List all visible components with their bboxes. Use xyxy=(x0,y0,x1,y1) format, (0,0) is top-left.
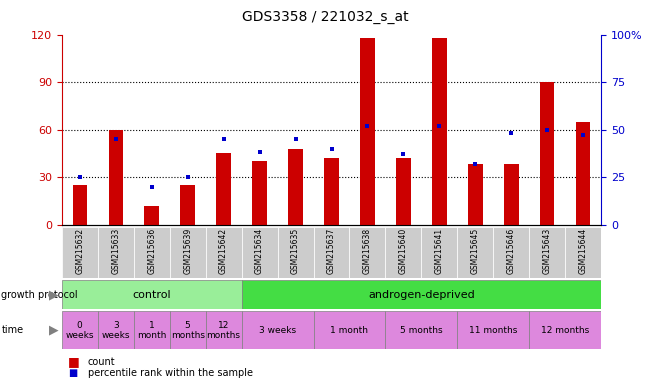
Bar xyxy=(205,227,242,278)
Point xyxy=(111,136,121,142)
Bar xyxy=(313,227,350,278)
Bar xyxy=(396,158,411,225)
Bar xyxy=(144,206,159,225)
Text: ■: ■ xyxy=(68,355,80,368)
Text: 3
weeks: 3 weeks xyxy=(101,321,130,340)
Point xyxy=(326,146,337,152)
Bar xyxy=(504,164,519,225)
Text: GSM215645: GSM215645 xyxy=(471,228,480,274)
Bar xyxy=(566,227,601,278)
Text: 3 weeks: 3 weeks xyxy=(259,326,296,335)
Bar xyxy=(109,130,123,225)
Text: control: control xyxy=(133,290,171,300)
Bar xyxy=(468,164,482,225)
Text: GSM215639: GSM215639 xyxy=(183,228,192,274)
Text: GSM215637: GSM215637 xyxy=(327,228,336,274)
Bar xyxy=(529,227,566,278)
Text: ■: ■ xyxy=(68,368,77,378)
Bar xyxy=(62,280,242,309)
Text: GSM215641: GSM215641 xyxy=(435,228,444,274)
Text: 11 months: 11 months xyxy=(469,326,517,335)
Point xyxy=(398,151,409,157)
Text: ▶: ▶ xyxy=(49,288,58,301)
Text: GSM215638: GSM215638 xyxy=(363,228,372,274)
Point xyxy=(218,136,229,142)
Bar xyxy=(576,122,590,225)
Text: 12 months: 12 months xyxy=(541,326,590,335)
Bar xyxy=(385,311,458,349)
Point xyxy=(146,184,157,190)
Point xyxy=(506,130,517,136)
Text: 5
months: 5 months xyxy=(171,321,205,340)
Text: GSM215635: GSM215635 xyxy=(291,228,300,274)
Point xyxy=(362,123,372,129)
Text: GSM215642: GSM215642 xyxy=(219,228,228,274)
Bar xyxy=(134,227,170,278)
Bar xyxy=(458,311,529,349)
Point xyxy=(254,149,265,156)
Point xyxy=(434,123,445,129)
Bar xyxy=(170,227,205,278)
Bar xyxy=(421,227,458,278)
Bar xyxy=(252,161,266,225)
Text: GSM215633: GSM215633 xyxy=(111,228,120,274)
Text: GSM215644: GSM215644 xyxy=(578,228,588,274)
Bar xyxy=(62,227,98,278)
Bar xyxy=(98,311,134,349)
Bar xyxy=(360,38,374,225)
Point xyxy=(183,174,193,180)
Bar xyxy=(216,153,231,225)
Text: 1
month: 1 month xyxy=(137,321,166,340)
Text: 0
weeks: 0 weeks xyxy=(66,321,94,340)
Text: 1 month: 1 month xyxy=(330,326,369,335)
Text: 5 months: 5 months xyxy=(400,326,443,335)
Text: GSM215636: GSM215636 xyxy=(147,228,156,274)
Text: GSM215632: GSM215632 xyxy=(75,228,84,274)
Point xyxy=(470,161,480,167)
Text: GSM215640: GSM215640 xyxy=(399,228,408,274)
Bar xyxy=(540,82,554,225)
Text: percentile rank within the sample: percentile rank within the sample xyxy=(88,368,253,378)
Bar xyxy=(181,185,195,225)
Bar xyxy=(313,311,385,349)
Text: GSM215646: GSM215646 xyxy=(507,228,516,274)
Bar xyxy=(242,311,313,349)
Point xyxy=(542,127,552,133)
Text: 12
months: 12 months xyxy=(207,321,240,340)
Bar xyxy=(134,311,170,349)
Bar xyxy=(289,149,303,225)
Text: growth protocol: growth protocol xyxy=(1,290,78,300)
Bar xyxy=(73,185,87,225)
Text: count: count xyxy=(88,357,116,367)
Point xyxy=(291,136,301,142)
Bar xyxy=(350,227,385,278)
Point xyxy=(578,132,588,138)
Bar xyxy=(493,227,529,278)
Bar xyxy=(324,158,339,225)
Bar xyxy=(385,227,421,278)
Bar xyxy=(458,227,493,278)
Text: GSM215634: GSM215634 xyxy=(255,228,264,274)
Bar xyxy=(242,227,278,278)
Bar xyxy=(529,311,601,349)
Bar xyxy=(205,311,242,349)
Text: GDS3358 / 221032_s_at: GDS3358 / 221032_s_at xyxy=(242,10,408,23)
Bar xyxy=(278,227,313,278)
Text: ▶: ▶ xyxy=(49,324,58,337)
Text: time: time xyxy=(1,325,23,335)
Text: androgen-deprived: androgen-deprived xyxy=(368,290,474,300)
Bar xyxy=(62,311,98,349)
Bar xyxy=(170,311,205,349)
Text: GSM215643: GSM215643 xyxy=(543,228,552,274)
Bar xyxy=(242,280,601,309)
Bar xyxy=(98,227,134,278)
Bar xyxy=(432,38,447,225)
Point xyxy=(75,174,85,180)
